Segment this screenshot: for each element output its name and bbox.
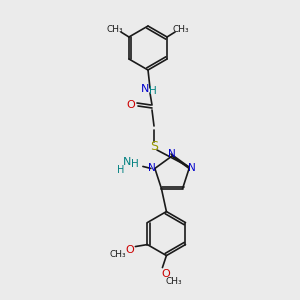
Text: N: N — [123, 158, 131, 167]
Text: O: O — [127, 100, 135, 110]
Text: CH₃: CH₃ — [109, 250, 126, 259]
Text: H: H — [131, 159, 139, 170]
Text: N: N — [188, 164, 196, 173]
Text: N: N — [141, 84, 149, 94]
Text: N: N — [168, 149, 176, 159]
Text: N: N — [148, 164, 156, 173]
Text: H: H — [117, 165, 124, 176]
Text: S: S — [150, 140, 158, 152]
Text: H: H — [149, 86, 157, 96]
Text: CH₃: CH₃ — [106, 26, 123, 34]
Text: CH₃: CH₃ — [165, 277, 182, 286]
Text: O: O — [161, 268, 170, 279]
Text: CH₃: CH₃ — [173, 26, 189, 34]
Text: O: O — [125, 244, 134, 255]
